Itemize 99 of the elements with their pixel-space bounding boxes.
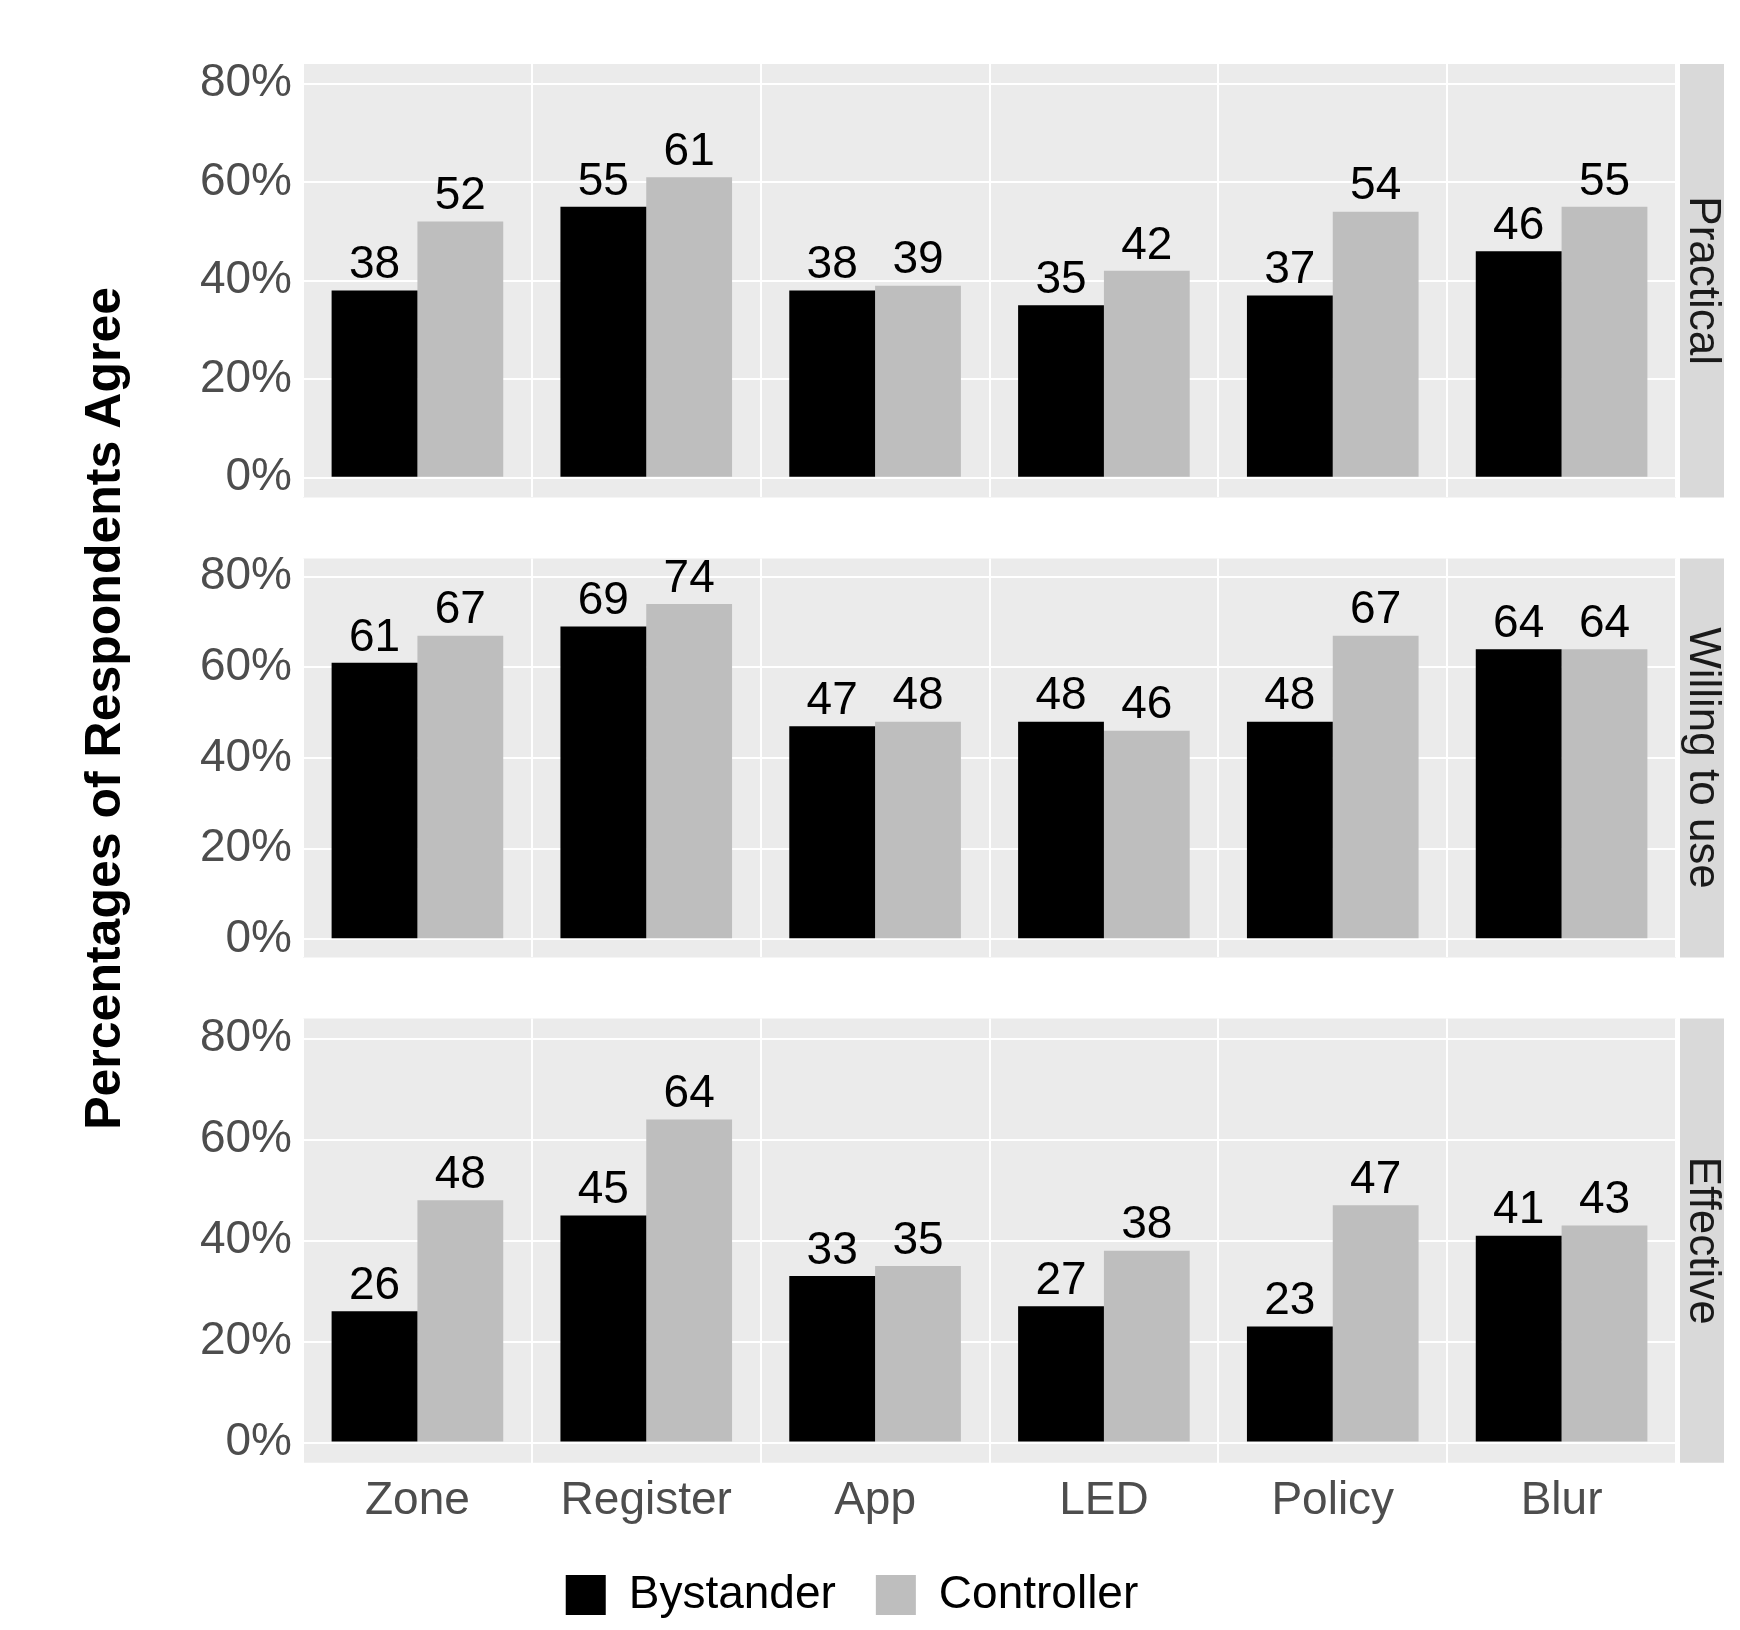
y-tick-label: 0%	[225, 448, 292, 501]
bar	[875, 721, 961, 939]
data-label: 42	[1121, 216, 1173, 269]
data-label: 46	[1121, 676, 1173, 729]
bar	[789, 726, 876, 939]
data-label: 35	[1035, 251, 1087, 304]
bar	[1103, 270, 1190, 477]
bar	[1018, 305, 1104, 477]
bar	[1103, 1250, 1190, 1442]
y-tick-label: 40%	[199, 1211, 292, 1264]
bar	[1332, 635, 1419, 939]
bar	[1018, 721, 1104, 939]
bar	[1475, 1235, 1562, 1442]
bar	[560, 626, 647, 939]
bar	[1332, 1205, 1419, 1442]
bar	[1561, 649, 1648, 939]
text: Willing to use	[1680, 627, 1730, 889]
data-label: 46	[1493, 196, 1545, 249]
y-tick-label: 20%	[199, 819, 292, 872]
bar	[646, 177, 733, 477]
y-tick-label: 20%	[199, 1312, 292, 1365]
data-label: 61	[348, 608, 401, 661]
data-label: 48	[1264, 667, 1316, 720]
x-tick-label: Zone	[364, 1472, 470, 1525]
y-tick-label: 40%	[199, 728, 292, 781]
y-tick-label: 60%	[199, 1110, 292, 1163]
data-label: 47	[1350, 1151, 1402, 1204]
data-label: 38	[806, 236, 858, 289]
bar	[417, 221, 504, 477]
bar	[875, 285, 961, 477]
data-label: 48	[1035, 667, 1087, 720]
data-label: 38	[1121, 1196, 1173, 1249]
data-label: 33	[806, 1221, 858, 1274]
data-label: 74	[663, 549, 715, 602]
x-tick-label: App	[834, 1472, 917, 1525]
x-tick-label: Policy	[1271, 1472, 1395, 1525]
y-tick-label: 0%	[225, 909, 292, 962]
data-label: 64	[1578, 594, 1631, 647]
bar	[789, 290, 876, 477]
bar	[789, 1276, 876, 1442]
data-label: 55	[577, 152, 629, 205]
data-label: 67	[1350, 581, 1402, 634]
bar	[1475, 251, 1562, 477]
data-label: 67	[434, 581, 486, 634]
x-tick-label: Blur	[1520, 1472, 1603, 1525]
x-tick-label: Register	[560, 1472, 732, 1525]
y-axis-title: Percentages of Respondents Agree	[74, 286, 132, 1130]
data-label: 26	[348, 1257, 401, 1310]
legend-label: Controller	[938, 1565, 1139, 1618]
bar	[1246, 721, 1333, 939]
bar	[646, 603, 733, 939]
bar	[1561, 1225, 1648, 1442]
data-label: 45	[577, 1161, 629, 1214]
bar	[1103, 730, 1190, 939]
y-tick-label: 80%	[199, 547, 292, 600]
data-label: 64	[663, 1065, 715, 1118]
data-label: 55	[1578, 152, 1631, 205]
y-tick-label: 40%	[199, 251, 292, 304]
y-tick-label: 60%	[199, 638, 292, 691]
bar	[417, 635, 504, 939]
y-tick-label: 60%	[199, 152, 292, 205]
data-label: 41	[1493, 1181, 1545, 1234]
bar	[1246, 1326, 1333, 1442]
bar	[417, 1200, 504, 1442]
bar	[1561, 206, 1648, 477]
data-label: 39	[892, 231, 944, 284]
data-label: 38	[348, 236, 401, 289]
bar	[1018, 1306, 1104, 1442]
data-label: 23	[1264, 1272, 1316, 1325]
data-label: 47	[806, 671, 858, 724]
data-label: 52	[434, 167, 486, 220]
data-label: 35	[892, 1211, 944, 1264]
y-tick-label: 0%	[225, 1413, 292, 1466]
bar	[331, 662, 418, 939]
bar	[1332, 211, 1419, 477]
data-label: 64	[1493, 594, 1545, 647]
bar	[1246, 295, 1333, 477]
data-label: 43	[1578, 1171, 1631, 1224]
text: Effective	[1680, 1156, 1730, 1325]
x-tick-label: LED	[1059, 1472, 1149, 1525]
y-tick-label: 80%	[199, 1009, 292, 1062]
bar	[331, 290, 418, 477]
legend-label: Bystander	[628, 1565, 836, 1618]
data-label: 48	[892, 667, 944, 720]
data-label: 61	[663, 122, 715, 175]
bar	[560, 206, 647, 477]
data-label: 27	[1035, 1252, 1087, 1305]
bar	[1475, 649, 1562, 939]
bar	[331, 1311, 418, 1442]
data-label: 54	[1350, 157, 1402, 210]
data-label: 48	[434, 1146, 486, 1199]
data-label: 37	[1264, 241, 1316, 294]
y-tick-label: 80%	[199, 54, 292, 107]
bar	[560, 1215, 647, 1442]
data-label: 69	[577, 572, 629, 625]
y-tick-label: 20%	[199, 349, 292, 402]
bar	[646, 1119, 733, 1442]
bar	[875, 1265, 961, 1442]
text: Practical	[1680, 196, 1730, 366]
